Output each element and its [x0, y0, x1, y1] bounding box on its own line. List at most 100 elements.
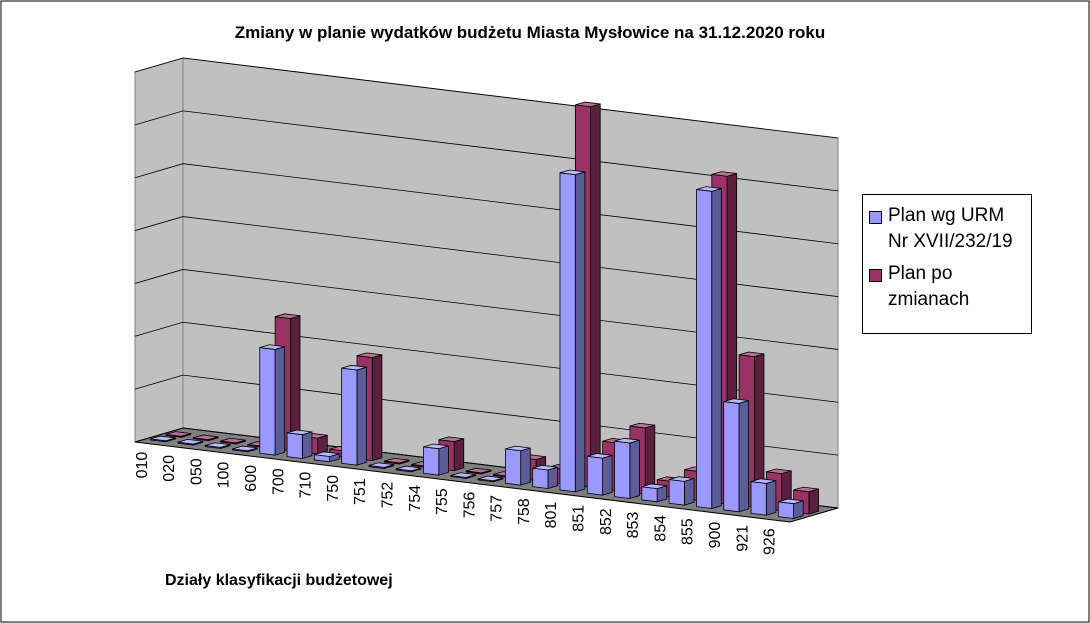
bar-top — [696, 186, 722, 192]
bar-front — [341, 367, 358, 466]
grid-line — [134, 374, 839, 456]
bar-top — [232, 445, 258, 452]
side-wall — [134, 57, 184, 443]
bar-side — [738, 400, 750, 513]
bar-top — [384, 457, 410, 464]
bar-top — [150, 435, 176, 442]
bar-side — [547, 466, 558, 490]
bar-top — [205, 442, 231, 448]
grid-line — [134, 269, 839, 350]
x-tick-label: 758 — [516, 498, 533, 525]
bar-top — [165, 431, 191, 437]
bar-side — [629, 439, 640, 500]
bar — [532, 464, 558, 490]
bar-front — [641, 486, 658, 503]
bar-top — [423, 443, 449, 450]
bar-top — [466, 467, 492, 474]
bar-side — [644, 424, 656, 495]
bar-side — [520, 447, 531, 486]
bar — [165, 431, 192, 438]
bar-top — [477, 475, 504, 482]
x-tick-label: 752 — [379, 482, 396, 509]
x-tick-label: 700 — [270, 468, 287, 495]
x-axis-title: Działy klasyfikacji budżetowej — [165, 572, 393, 589]
bar-side — [274, 346, 286, 456]
grid-line — [134, 57, 839, 139]
bar-top — [177, 439, 203, 445]
x-tick-label: 710 — [298, 472, 315, 499]
x-tick-label: 926 — [762, 528, 779, 555]
bar — [150, 435, 176, 443]
legend-label: Plan po zmianach — [888, 263, 970, 310]
bar — [395, 465, 422, 473]
bar — [286, 429, 313, 460]
x-tick-label: 100 — [216, 462, 233, 489]
bar-top — [450, 472, 476, 478]
bar-top — [220, 437, 246, 444]
bar-front — [504, 448, 522, 486]
bar-front — [286, 432, 303, 459]
bar — [614, 437, 640, 500]
bar — [450, 472, 477, 480]
bar-top — [286, 429, 313, 436]
x-tick-label: 853 — [625, 512, 642, 539]
bar — [641, 483, 668, 503]
bar — [777, 498, 804, 520]
bar — [341, 364, 367, 466]
bar — [750, 478, 777, 516]
bar-top — [341, 364, 367, 371]
bar — [313, 451, 340, 463]
bar-side — [808, 488, 819, 515]
x-tick-label: 801 — [543, 502, 560, 529]
x-tick-label: 010 — [134, 452, 151, 479]
bar — [192, 434, 219, 442]
bar-top — [614, 437, 640, 444]
bar-front — [668, 479, 685, 506]
bar — [220, 437, 246, 445]
legend-label: Plan wg URM Nr XVII/232/19 — [888, 205, 1013, 252]
bar-front — [723, 401, 740, 513]
bar — [723, 398, 750, 513]
bar — [259, 344, 286, 456]
x-tick-label: 757 — [489, 495, 506, 522]
legend-item: Plan wg URM Nr XVII/232/19 — [869, 203, 1025, 255]
x-tick-label: 854 — [652, 515, 669, 542]
x-tick-label: 050 — [188, 458, 205, 485]
x-tick-label: 852 — [598, 508, 615, 535]
bar-front — [614, 440, 631, 499]
bar-side — [590, 103, 601, 488]
bar — [559, 169, 586, 493]
legend-swatch — [869, 211, 882, 224]
bar-top — [738, 351, 765, 358]
x-tick-label: 756 — [461, 492, 478, 519]
bar-front — [532, 467, 549, 489]
bar — [668, 476, 695, 506]
bar-front — [750, 481, 767, 516]
bar — [177, 439, 204, 446]
bar — [465, 467, 492, 475]
bar-top — [629, 422, 655, 429]
bar-top — [723, 398, 749, 404]
plot: 010 020 050 100 600 700 710 750 751 752 754 755 756 7… — [134, 57, 839, 555]
bar — [383, 457, 410, 465]
bar-top — [559, 169, 585, 176]
bar-front — [259, 347, 276, 456]
bar-top — [793, 486, 819, 493]
bar-front — [777, 501, 794, 519]
bar-top — [396, 465, 422, 472]
bar-top — [750, 478, 777, 484]
bar-side — [371, 354, 383, 462]
grid-line — [134, 321, 839, 403]
bar-top — [356, 352, 383, 358]
bar — [204, 442, 231, 450]
chart-title: Zmiany w planie wydatków budżetu Miasta … — [235, 23, 825, 42]
bar-top — [641, 483, 667, 489]
legend-swatch — [869, 269, 882, 282]
bar — [368, 462, 395, 470]
bar-top — [778, 498, 804, 505]
x-tick-label: 600 — [243, 465, 260, 492]
x-tick-label: 855 — [680, 518, 697, 545]
bar-front — [559, 172, 576, 493]
bar-side — [438, 445, 449, 476]
